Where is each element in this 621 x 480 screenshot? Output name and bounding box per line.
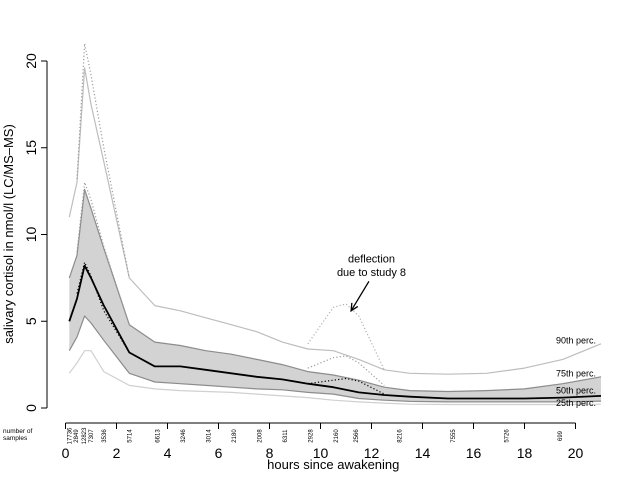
series-25th-perc-line [68, 315, 602, 403]
series-line-4 [68, 350, 602, 406]
sample-count-3: 7307 [89, 429, 95, 443]
iqr-band [69, 189, 602, 402]
sample-count-17: 5726 [505, 429, 511, 443]
x-tick-label: 14 [415, 445, 431, 461]
samples-label-0: number of [3, 428, 32, 435]
sample-count-6: 6613 [155, 429, 161, 443]
series-line-5 [76, 42, 130, 279]
sample-count-15: 8216 [398, 429, 404, 443]
series-line-6 [76, 181, 130, 325]
x-tick-label: 10 [313, 445, 329, 461]
percentile-label-3: 25th perc. [556, 398, 596, 408]
series-lines [68, 42, 602, 406]
sample-count-5: 5714 [127, 429, 133, 443]
y-tick-label: 10 [23, 227, 39, 243]
annotation-text-0: deflection [348, 253, 395, 265]
sample-count-13: 2160 [334, 429, 340, 443]
sample-count-0: 17736 [67, 427, 73, 444]
series-90th-perc-line [68, 67, 602, 375]
axes: 0 5 10 15 20 0 2 4 6 8 10 12 14 16 18 20 hours since awa… [1, 53, 583, 472]
series-75th-perc-line [68, 188, 602, 393]
sample-count-14: 2566 [354, 429, 360, 443]
y-tick-label: 15 [23, 140, 39, 156]
annotations: deflection due to study 8 [337, 253, 406, 313]
x-tick-label: 6 [215, 445, 223, 461]
sample-count-4: 3536 [102, 429, 108, 443]
series-line-10 [307, 377, 385, 395]
sample-count-1: 2849 [74, 429, 80, 443]
samples-label-1: samples [3, 435, 28, 442]
sample-count-12: 2928 [308, 429, 314, 443]
percentile-label-0: 90th perc. [556, 335, 596, 345]
interquartile-band [69, 189, 602, 402]
series-line-7 [76, 261, 130, 353]
annotation-text-1: due to study 8 [337, 267, 406, 279]
x-tick-label: 0 [62, 445, 70, 461]
percentile-label-1: 75th perc. [556, 368, 596, 378]
x-tick-label: 12 [364, 445, 380, 461]
sample-count-7: 3246 [181, 429, 187, 443]
sample-count-8: 3014 [206, 429, 212, 443]
x-tick-label: 2 [113, 445, 121, 461]
x-tick-label: 20 [568, 445, 584, 461]
deflection-arrow [350, 281, 370, 312]
x-tick-label: 16 [466, 445, 482, 461]
y-tick-label: 20 [23, 53, 39, 69]
series-50th-perc-line [68, 264, 602, 400]
sample-count-2: 12823 [82, 427, 88, 444]
y-axis-title: salivary cortisol in nmol/l (LC/MS–MS) [1, 124, 16, 344]
deflection-arrow-head [350, 302, 359, 313]
sample-count-18: 699 [558, 430, 564, 441]
x-axis-title: hours since awakening [267, 457, 399, 472]
sample-count-10: 2008 [257, 429, 263, 443]
x-tick-label: 8 [266, 445, 274, 461]
sample-count-16: 7555 [451, 429, 457, 443]
series-line-8 [307, 303, 385, 371]
x-tick-label: 4 [164, 445, 172, 461]
y-tick-label: 0 [23, 404, 39, 412]
labels: 90th perc. 75th perc. 50th perc. 25th perc.… [3, 335, 596, 444]
percentile-label-2: 50th perc. [556, 386, 596, 396]
y-tick-label: 5 [23, 317, 39, 325]
x-tick-label: 18 [517, 445, 533, 461]
sample-count-9: 2180 [232, 429, 238, 443]
sample-count-11: 6311 [283, 429, 289, 443]
